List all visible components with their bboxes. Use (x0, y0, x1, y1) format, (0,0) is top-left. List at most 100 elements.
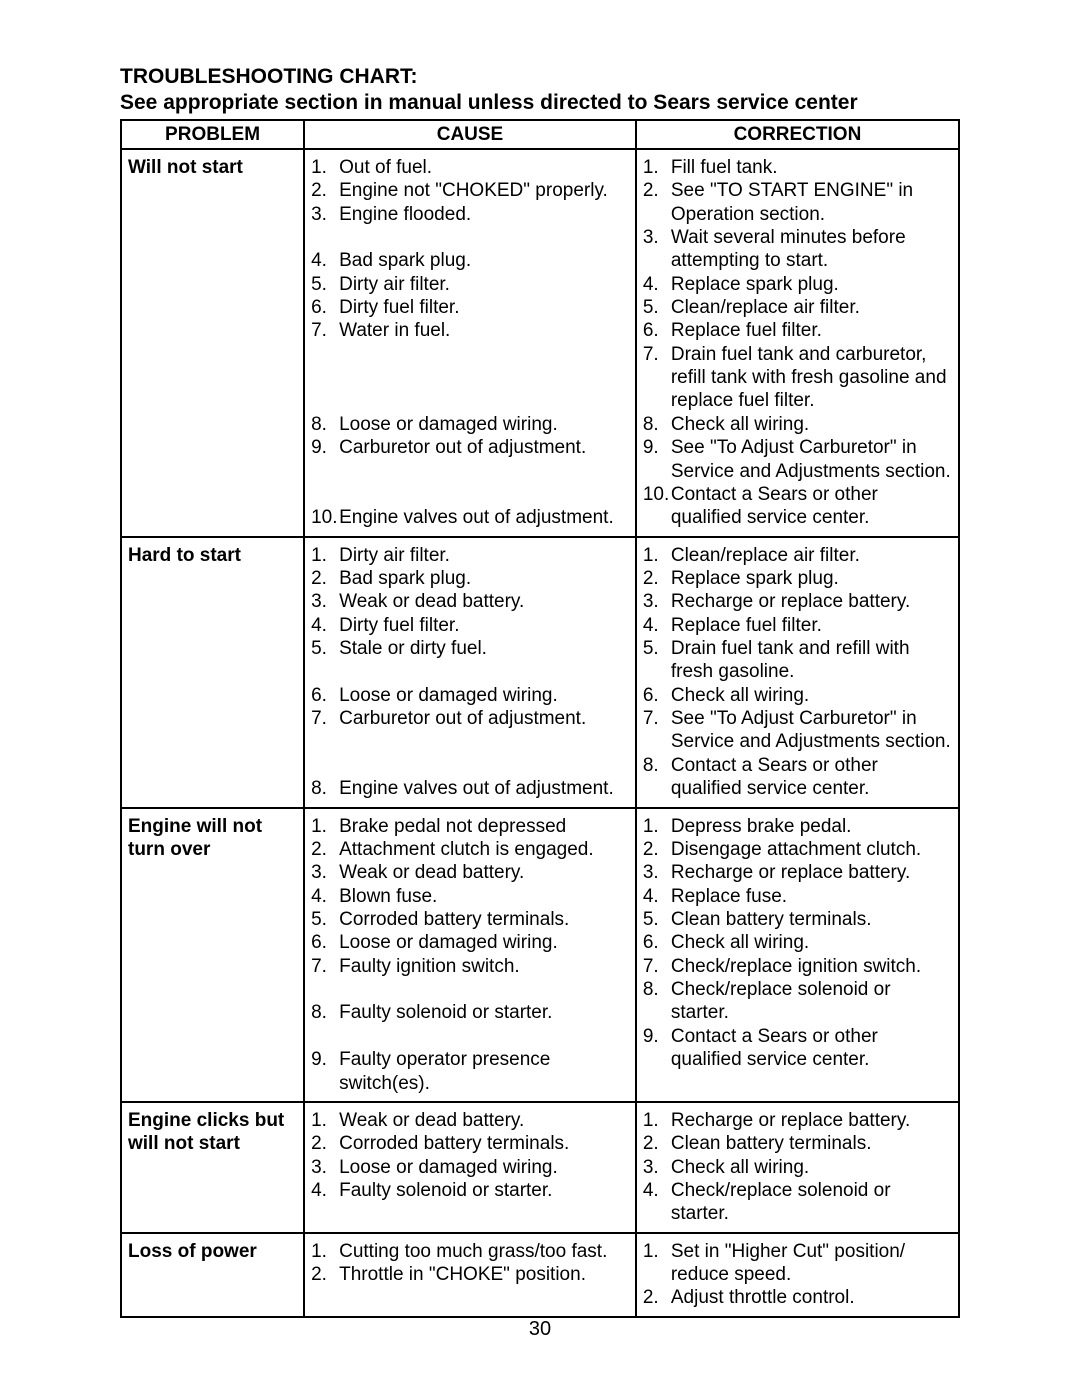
list-item-text: Engine valves out of adjustment. (339, 506, 631, 529)
list-item-text (339, 226, 631, 249)
list-item-number: 8. (641, 754, 671, 777)
list-item-text: Loose or damaged wiring. (339, 1156, 631, 1179)
list-item-number: 4. (309, 885, 339, 908)
list-item (309, 978, 631, 1001)
list-item: 3.Engine flooded. (309, 203, 631, 226)
list-item: 4.Replace fuel filter. (641, 614, 954, 637)
troubleshooting-table: PROBLEM CAUSE CORRECTION Will not start1… (120, 119, 960, 1318)
list-item-number: 4. (309, 249, 339, 272)
list-item-text: Replace spark plug. (671, 567, 954, 590)
list-item-text: Contact a Sears or other qualified servi… (671, 1025, 954, 1072)
list-item-text: Faulty operator presence switch(es). (339, 1048, 631, 1095)
list-item-number: 2. (641, 1132, 671, 1155)
list-item-text: Engine valves out of adjustment. (339, 777, 631, 800)
list-item-text: Faulty solenoid or starter. (339, 1179, 631, 1202)
list-item: 1.Clean/replace air filter. (641, 544, 954, 567)
list-item-text: Out of fuel. (339, 156, 631, 179)
list-item-text: Engine flooded. (339, 203, 631, 226)
list-item-number: 2. (641, 838, 671, 861)
list-item-number: 6. (641, 931, 671, 954)
list-item-number: 2. (309, 179, 339, 202)
list-item: 7.See "To Adjust Carburetor" in Service … (641, 707, 954, 754)
list-item: 6.Check all wiring. (641, 931, 954, 954)
list-item-text: Fill fuel tank. (671, 156, 954, 179)
list-item-number: 4. (641, 885, 671, 908)
list-item-text (339, 754, 631, 777)
list-item-text: Weak or dead battery. (339, 1109, 631, 1132)
list-item-text: Corroded battery terminals. (339, 908, 631, 931)
list-item: 2.Engine not "CHOKED" properly. (309, 179, 631, 202)
list-item: 5.Dirty air filter. (309, 273, 631, 296)
list-item-number: 9. (641, 436, 671, 459)
list-item: 2.Throttle in "CHOKE" position. (309, 1263, 631, 1286)
list-item-text: Check all wiring. (671, 931, 954, 954)
list-item-number: 1. (309, 544, 339, 567)
list-item-text (339, 660, 631, 683)
list-item-number: 6. (641, 319, 671, 342)
list-item: 10.Engine valves out of adjustment. (309, 506, 631, 529)
list-item-text (339, 460, 631, 483)
list-item (309, 730, 631, 753)
list-item-number: 2. (641, 179, 671, 202)
list-item-number: 2. (309, 838, 339, 861)
list-item: 6.Dirty fuel filter. (309, 296, 631, 319)
list-item: 6.Replace fuel filter. (641, 319, 954, 342)
list-item-text: Adjust throttle control. (671, 1286, 954, 1309)
list-item: 1.Weak or dead battery. (309, 1109, 631, 1132)
list-item-number: 3. (641, 226, 671, 249)
list-item-text: Drain fuel tank and refill with fresh ga… (671, 637, 954, 684)
list-item: 6.Loose or damaged wiring. (309, 931, 631, 954)
list-cell: 1.Depress brake pedal.2.Disengage attach… (636, 808, 959, 1102)
list-item-text: Replace fuse. (671, 885, 954, 908)
list-item: 7.Drain fuel tank and carburetor, refill… (641, 343, 954, 413)
list-item: 8.Check all wiring. (641, 413, 954, 436)
list-item: 2.See "TO START ENGINE" in Operation sec… (641, 179, 954, 226)
list-item-text (339, 1025, 631, 1048)
list-item-number: 4. (309, 1179, 339, 1202)
list-item-number: 1. (309, 156, 339, 179)
list-item: 9.Carburetor out of adjustment. (309, 436, 631, 459)
list-item-number: 3. (309, 861, 339, 884)
list-item-text: Check all wiring. (671, 413, 954, 436)
list-item-number: 4. (309, 614, 339, 637)
list-item-number: 10. (309, 506, 339, 529)
list-item (309, 460, 631, 483)
list-item-text (339, 389, 631, 412)
list-item: 5.Clean/replace air filter. (641, 296, 954, 319)
list-item: 4.Replace fuse. (641, 885, 954, 908)
list-item: 3.Check all wiring. (641, 1156, 954, 1179)
list-item-number: 1. (309, 815, 339, 838)
list-item-text: Recharge or replace battery. (671, 1109, 954, 1132)
col-header-correction: CORRECTION (636, 120, 959, 149)
list-item-number: 7. (309, 955, 339, 978)
list-item-number: 5. (309, 637, 339, 660)
list-item: 1.Depress brake pedal. (641, 815, 954, 838)
list-item: 8.Contact a Sears or other qualified ser… (641, 754, 954, 801)
list-item: 8.Loose or damaged wiring. (309, 413, 631, 436)
list-item-text: Faulty ignition switch. (339, 955, 631, 978)
list-item: 1.Brake pedal not depressed (309, 815, 631, 838)
list-item-text (339, 366, 631, 389)
list-item-number: 4. (641, 614, 671, 637)
list-item-text: Check/replace ignition switch. (671, 955, 954, 978)
list-item: 2.Clean battery terminals. (641, 1132, 954, 1155)
list-item: 1.Recharge or replace battery. (641, 1109, 954, 1132)
problem-cell: Loss of power (121, 1233, 304, 1317)
list-item-number: 1. (641, 1240, 671, 1263)
list-item (309, 483, 631, 506)
list-item-number: 3. (641, 1156, 671, 1179)
list-item: 2.Disengage attachment clutch. (641, 838, 954, 861)
list-item (309, 754, 631, 777)
list-item-number: 1. (641, 156, 671, 179)
list-item-number: 8. (641, 413, 671, 436)
list-item-text: Replace spark plug. (671, 273, 954, 296)
list-item-text (339, 343, 631, 366)
list-item-text (339, 483, 631, 506)
list-item-number: 10. (641, 483, 671, 506)
list-item: 1.Out of fuel. (309, 156, 631, 179)
list-item-text: Dirty fuel filter. (339, 614, 631, 637)
list-item-number: 5. (641, 637, 671, 660)
chart-title: TROUBLESHOOTING CHART: See appropriate s… (120, 64, 960, 117)
list-item-number: 2. (309, 1263, 339, 1286)
list-item-text: See "To Adjust Carburetor" in Service an… (671, 436, 954, 483)
